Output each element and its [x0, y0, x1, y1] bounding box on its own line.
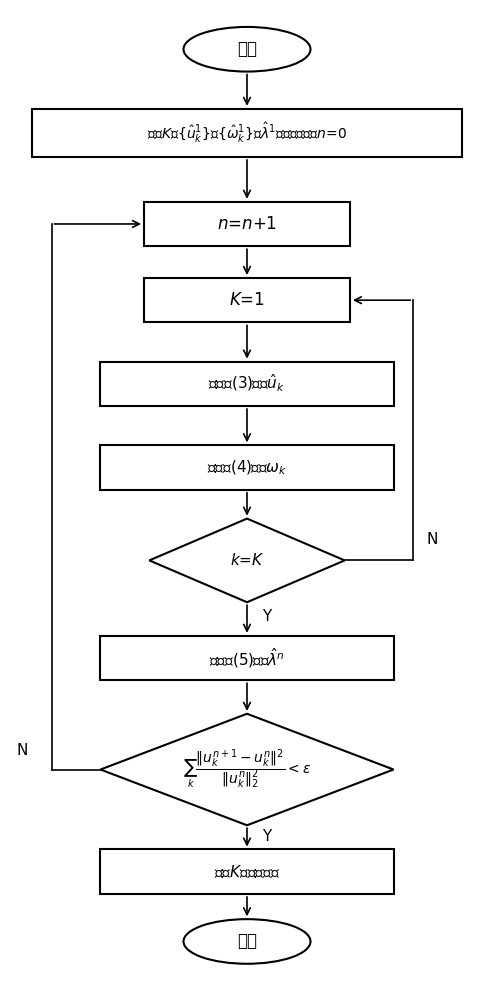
- Text: $K$=1: $K$=1: [229, 291, 265, 309]
- Text: 根据式(5)更新$\hat{\lambda}^n$: 根据式(5)更新$\hat{\lambda}^n$: [209, 646, 285, 670]
- Ellipse shape: [183, 27, 311, 72]
- Polygon shape: [149, 519, 345, 602]
- Ellipse shape: [183, 919, 311, 964]
- Text: $k$=$K$: $k$=$K$: [230, 552, 264, 568]
- Text: $n$=$n$+1: $n$=$n$+1: [217, 215, 277, 233]
- Bar: [144, 278, 350, 322]
- Text: $\sum_{k}\dfrac{\|u_k^{n+1}-u_k^n\|^2}{\|u_k^n\|_2^2}<\varepsilon$: $\sum_{k}\dfrac{\|u_k^{n+1}-u_k^n\|^2}{\…: [183, 748, 311, 791]
- Text: 根据式(4)更新$\omega_k$: 根据式(4)更新$\omega_k$: [207, 458, 287, 477]
- Bar: [100, 362, 394, 406]
- Text: N: N: [17, 743, 28, 758]
- Text: 开始: 开始: [237, 40, 257, 58]
- Bar: [32, 109, 462, 157]
- Text: 获得$K$个模态分量: 获得$K$个模态分量: [214, 863, 280, 880]
- Polygon shape: [100, 714, 394, 825]
- Text: Y: Y: [262, 609, 271, 624]
- Text: 结束: 结束: [237, 932, 257, 950]
- Bar: [100, 445, 394, 490]
- Bar: [100, 849, 394, 894]
- Bar: [100, 636, 394, 680]
- Text: 设定$K$、$\{\hat{u}_k^1\}$、$\{\hat{\omega}_k^1\}$、$\hat{\lambda}^1$进行初始化，$n$=0: 设定$K$、$\{\hat{u}_k^1\}$、$\{\hat{\omega}_…: [147, 121, 347, 145]
- Text: Y: Y: [262, 829, 271, 844]
- Text: N: N: [427, 532, 438, 547]
- Bar: [144, 202, 350, 246]
- Text: 根据式(3)更新$\hat{u}_k$: 根据式(3)更新$\hat{u}_k$: [208, 373, 286, 394]
